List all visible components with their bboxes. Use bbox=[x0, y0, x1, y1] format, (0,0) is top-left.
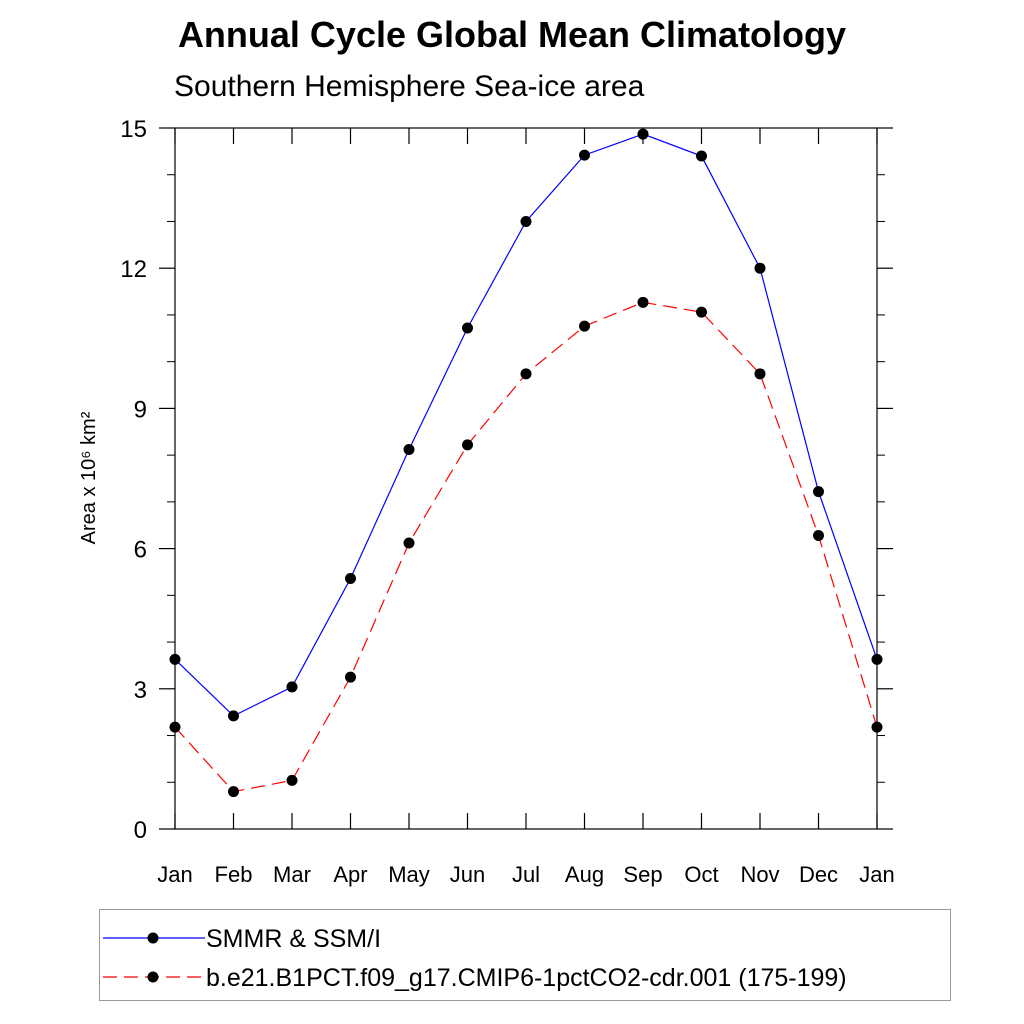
y-tick-label: 0 bbox=[134, 817, 147, 844]
x-tick-label: Feb bbox=[215, 862, 253, 887]
data-point bbox=[520, 215, 532, 227]
data-point bbox=[754, 368, 766, 380]
plot-frame bbox=[174, 127, 878, 830]
series-2 bbox=[169, 296, 883, 798]
y-tick-label: 9 bbox=[134, 396, 147, 423]
chart-subtitle: Southern Hemisphere Sea-ice area bbox=[174, 70, 645, 103]
data-point bbox=[403, 444, 415, 456]
legend-label: SMMR & SSM/I bbox=[206, 925, 381, 953]
y-tick-labels: 0 3 6 9 12 15 bbox=[120, 116, 147, 844]
data-point bbox=[169, 721, 181, 733]
data-point bbox=[579, 149, 590, 161]
x-tick-label: Jun bbox=[450, 862, 485, 887]
data-point bbox=[403, 537, 415, 549]
y-tick-label: 3 bbox=[134, 677, 147, 704]
x-tick-label: Aug bbox=[565, 862, 604, 887]
legend-marker bbox=[147, 932, 159, 944]
data-point bbox=[345, 671, 356, 683]
chart-title: Annual Cycle Global Mean Climatology bbox=[177, 14, 847, 55]
data-point bbox=[286, 774, 298, 786]
x-tick-label: Mar bbox=[273, 862, 311, 887]
data-point bbox=[696, 150, 707, 162]
y-tick-label: 6 bbox=[134, 537, 147, 564]
y-axis-label: Area x 10⁶ km² bbox=[78, 411, 100, 544]
data-point bbox=[813, 530, 824, 542]
data-point bbox=[754, 262, 766, 274]
data-point bbox=[637, 296, 649, 308]
x-tick-label: Sep bbox=[623, 862, 662, 887]
x-tick-label: Jul bbox=[512, 862, 540, 887]
legend bbox=[99, 909, 951, 1001]
data-point bbox=[520, 368, 532, 380]
x-tick-label: May bbox=[388, 862, 430, 887]
x-tick-label: Apr bbox=[333, 862, 367, 887]
data-point bbox=[871, 653, 883, 665]
data-point bbox=[696, 306, 707, 318]
legend-marker bbox=[147, 971, 159, 983]
data-point bbox=[637, 128, 649, 140]
series-1 bbox=[169, 128, 883, 722]
x-tick-label: Oct bbox=[684, 862, 718, 887]
x-tick-label: Jan bbox=[859, 862, 894, 887]
data-point bbox=[228, 710, 239, 722]
data-point bbox=[345, 573, 356, 585]
data-point bbox=[462, 322, 473, 334]
data-point bbox=[579, 320, 590, 332]
data-point bbox=[813, 486, 824, 498]
data-point bbox=[462, 439, 473, 451]
legend-label: b.e21.B1PCT.f09_g17.CMIP6-1pctCO2-cdr.00… bbox=[206, 964, 847, 992]
y-tick-label: 15 bbox=[120, 116, 147, 143]
series-layer bbox=[169, 128, 883, 798]
x-tick-label: Dec bbox=[799, 862, 838, 887]
data-point bbox=[871, 721, 883, 733]
y-tick-label: 12 bbox=[120, 256, 147, 283]
data-point bbox=[228, 786, 239, 798]
x-tick-label: Nov bbox=[740, 862, 779, 887]
x-tick-labels: Jan Feb Mar Apr May Jun Jul Aug Sep Oct Nov Dec Jan bbox=[157, 862, 894, 887]
data-point bbox=[169, 653, 181, 665]
axis-ticks bbox=[159, 127, 893, 830]
data-point bbox=[286, 681, 298, 693]
x-tick-label: Jan bbox=[157, 862, 192, 887]
